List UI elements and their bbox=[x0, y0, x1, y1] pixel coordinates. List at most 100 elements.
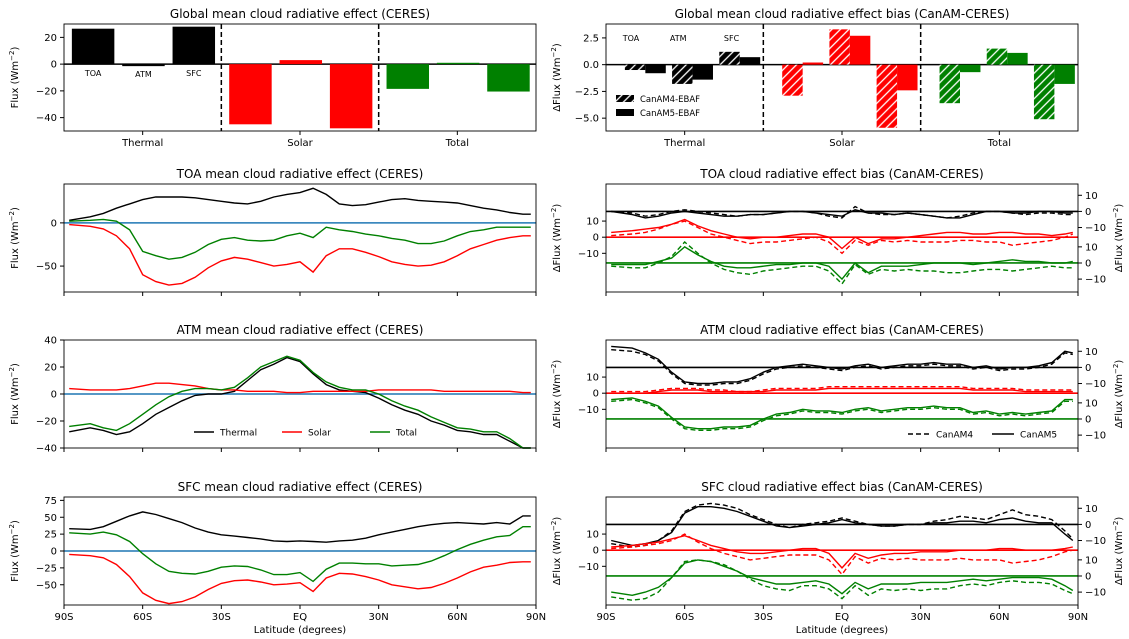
series-line-total bbox=[69, 355, 531, 449]
y-axis-label-text: ΔFlux (Wm bbox=[552, 57, 563, 111]
bar-label: TOA bbox=[84, 69, 102, 78]
y-tick-label: 0 bbox=[593, 546, 599, 557]
group-label: Total bbox=[987, 138, 1011, 149]
series-line-total bbox=[69, 526, 531, 583]
y-tick-label-right: −10 bbox=[1085, 588, 1106, 599]
y-axis-label-sup: −2 bbox=[1112, 364, 1120, 374]
y-tick-label: 0 bbox=[593, 233, 599, 244]
y-axis-label-text: Flux (Wm bbox=[10, 534, 21, 582]
series-line-solar-canam5 bbox=[611, 387, 1073, 394]
y-tick-label-right: 10 bbox=[1085, 242, 1098, 253]
y-tick-label-right: −10 bbox=[1085, 275, 1106, 286]
y-axis-label-close: ) bbox=[10, 363, 21, 367]
y-axis-label-sup: −2 bbox=[1112, 208, 1120, 218]
y-axis-label-sup: −2 bbox=[8, 211, 16, 221]
bar-solar-sfc bbox=[329, 64, 373, 129]
bar-solar-atm bbox=[279, 60, 323, 65]
y-tick-label: 40 bbox=[44, 336, 57, 347]
group-label: Total bbox=[445, 138, 469, 149]
bar-label: SFC bbox=[186, 69, 202, 78]
y-tick-label: 75 bbox=[44, 496, 57, 507]
x-tick-label: 30N bbox=[369, 612, 389, 623]
bar-canam4 bbox=[829, 29, 850, 65]
legend-swatch bbox=[616, 95, 634, 102]
y-axis-label: ΔFlux (Wm−2) bbox=[550, 43, 563, 112]
y-tick-label-right: 0 bbox=[1085, 207, 1091, 218]
y-axis-label: Flux (Wm−2) bbox=[8, 363, 21, 425]
y-axis-label-close: ) bbox=[1114, 360, 1125, 364]
y-tick-label-right: 0 bbox=[1085, 258, 1091, 269]
y-tick-label: −20 bbox=[36, 417, 57, 428]
y-tick-label: −5.0 bbox=[575, 114, 599, 125]
y-tick-label-right: −10 bbox=[1085, 379, 1106, 390]
bar-label: TOA bbox=[622, 34, 640, 43]
x-tick-label: 60S bbox=[133, 612, 152, 623]
bar-canam5 bbox=[960, 64, 981, 73]
panel-title: TOA mean cloud radiative effect (CERES) bbox=[176, 167, 424, 181]
panel-title: TOA cloud radiative effect bias (CanAM-C… bbox=[699, 167, 983, 181]
y-tick-label: 0.0 bbox=[583, 60, 599, 71]
y-axis-label-close: ) bbox=[10, 520, 21, 524]
x-tick-label: 60N bbox=[447, 612, 467, 623]
panel-title: Global mean cloud radiative effect (CERE… bbox=[170, 7, 430, 21]
group-label: Solar bbox=[287, 138, 313, 149]
y-tick-label: 20 bbox=[44, 363, 57, 374]
y-axis-label-text: ΔFlux (Wm bbox=[1114, 374, 1125, 428]
y-tick-label-right: 0 bbox=[1085, 571, 1091, 582]
y-tick-label: 25 bbox=[44, 530, 57, 541]
bar-canam4 bbox=[719, 51, 740, 65]
y-tick-label: −40 bbox=[36, 113, 57, 124]
plot-frame bbox=[605, 183, 1079, 293]
y-tick-label: 10 bbox=[586, 373, 599, 384]
y-tick-label: −20 bbox=[36, 86, 57, 97]
x-axis-label: Latitude (degrees) bbox=[796, 625, 888, 636]
y-axis-label-sup: −2 bbox=[550, 47, 558, 57]
bar-canam4 bbox=[1033, 64, 1055, 120]
panel-title: ATM cloud radiative effect bias (CanAM-C… bbox=[700, 323, 984, 337]
panel-title: SFC cloud radiative effect bias (CanAM-C… bbox=[701, 480, 983, 494]
y-axis-label-text: Flux (Wm bbox=[10, 61, 21, 109]
series-line-thermal-canam4 bbox=[611, 349, 1073, 386]
series-line-total-canam5 bbox=[611, 246, 1073, 281]
y-axis-label-text: ΔFlux (Wm bbox=[552, 531, 563, 585]
y-axis-label: ΔFlux (Wm−2) bbox=[550, 360, 563, 429]
y-axis-label: Flux (Wm−2) bbox=[8, 47, 21, 109]
group-label: Thermal bbox=[121, 138, 163, 149]
y-axis-label-sup: −2 bbox=[8, 51, 16, 61]
x-tick-label: 90N bbox=[526, 612, 546, 623]
y-axis-label-text: Flux (Wm bbox=[10, 377, 21, 425]
bar-canam4 bbox=[939, 64, 960, 104]
legend-label: CanAM4 bbox=[936, 431, 973, 441]
x-tick-label: 90N bbox=[1068, 612, 1088, 623]
group-label: Solar bbox=[829, 138, 855, 149]
bar-canam4 bbox=[782, 64, 803, 96]
x-axis-label: Latitude (degrees) bbox=[254, 625, 346, 636]
y-tick-label: −50 bbox=[36, 262, 57, 273]
series-line-total-canam4 bbox=[611, 241, 1073, 285]
series-line-thermal-canam5 bbox=[611, 209, 1073, 219]
plot-frame bbox=[63, 23, 537, 132]
series-line-thermal-canam5 bbox=[611, 345, 1073, 385]
legend-label: CanAM4-EBAF bbox=[640, 95, 700, 105]
bar-canam5 bbox=[739, 57, 761, 65]
plot-frame bbox=[605, 23, 1079, 132]
y-tick-label: −10 bbox=[578, 562, 599, 573]
x-tick-label: EQ bbox=[835, 612, 849, 623]
series-line-thermal-canam5 bbox=[611, 506, 1074, 547]
y-tick-label: 0 bbox=[593, 389, 599, 400]
y-tick-label-right: 0 bbox=[1085, 520, 1091, 531]
series-line-thermal bbox=[69, 356, 531, 449]
y-tick-label: 0 bbox=[51, 547, 57, 558]
legend-label: Thermal bbox=[219, 429, 257, 439]
plot-frame bbox=[605, 496, 1079, 606]
panel-title: Global mean cloud radiative effect bias … bbox=[675, 7, 1010, 21]
y-tick-label-right: 10 bbox=[1085, 555, 1098, 566]
y-axis-label-close: ) bbox=[552, 204, 563, 208]
y-axis-label: ΔFlux (Wm−2) bbox=[1112, 360, 1125, 429]
y-axis-label-close: ) bbox=[552, 360, 563, 364]
bar-canam4 bbox=[876, 64, 898, 128]
y-axis-label: ΔFlux (Wm−2) bbox=[1112, 204, 1125, 273]
bar-total-atm bbox=[436, 62, 480, 65]
y-axis-label-text: ΔFlux (Wm bbox=[1114, 531, 1125, 585]
y-axis-label: ΔFlux (Wm−2) bbox=[1112, 517, 1125, 586]
